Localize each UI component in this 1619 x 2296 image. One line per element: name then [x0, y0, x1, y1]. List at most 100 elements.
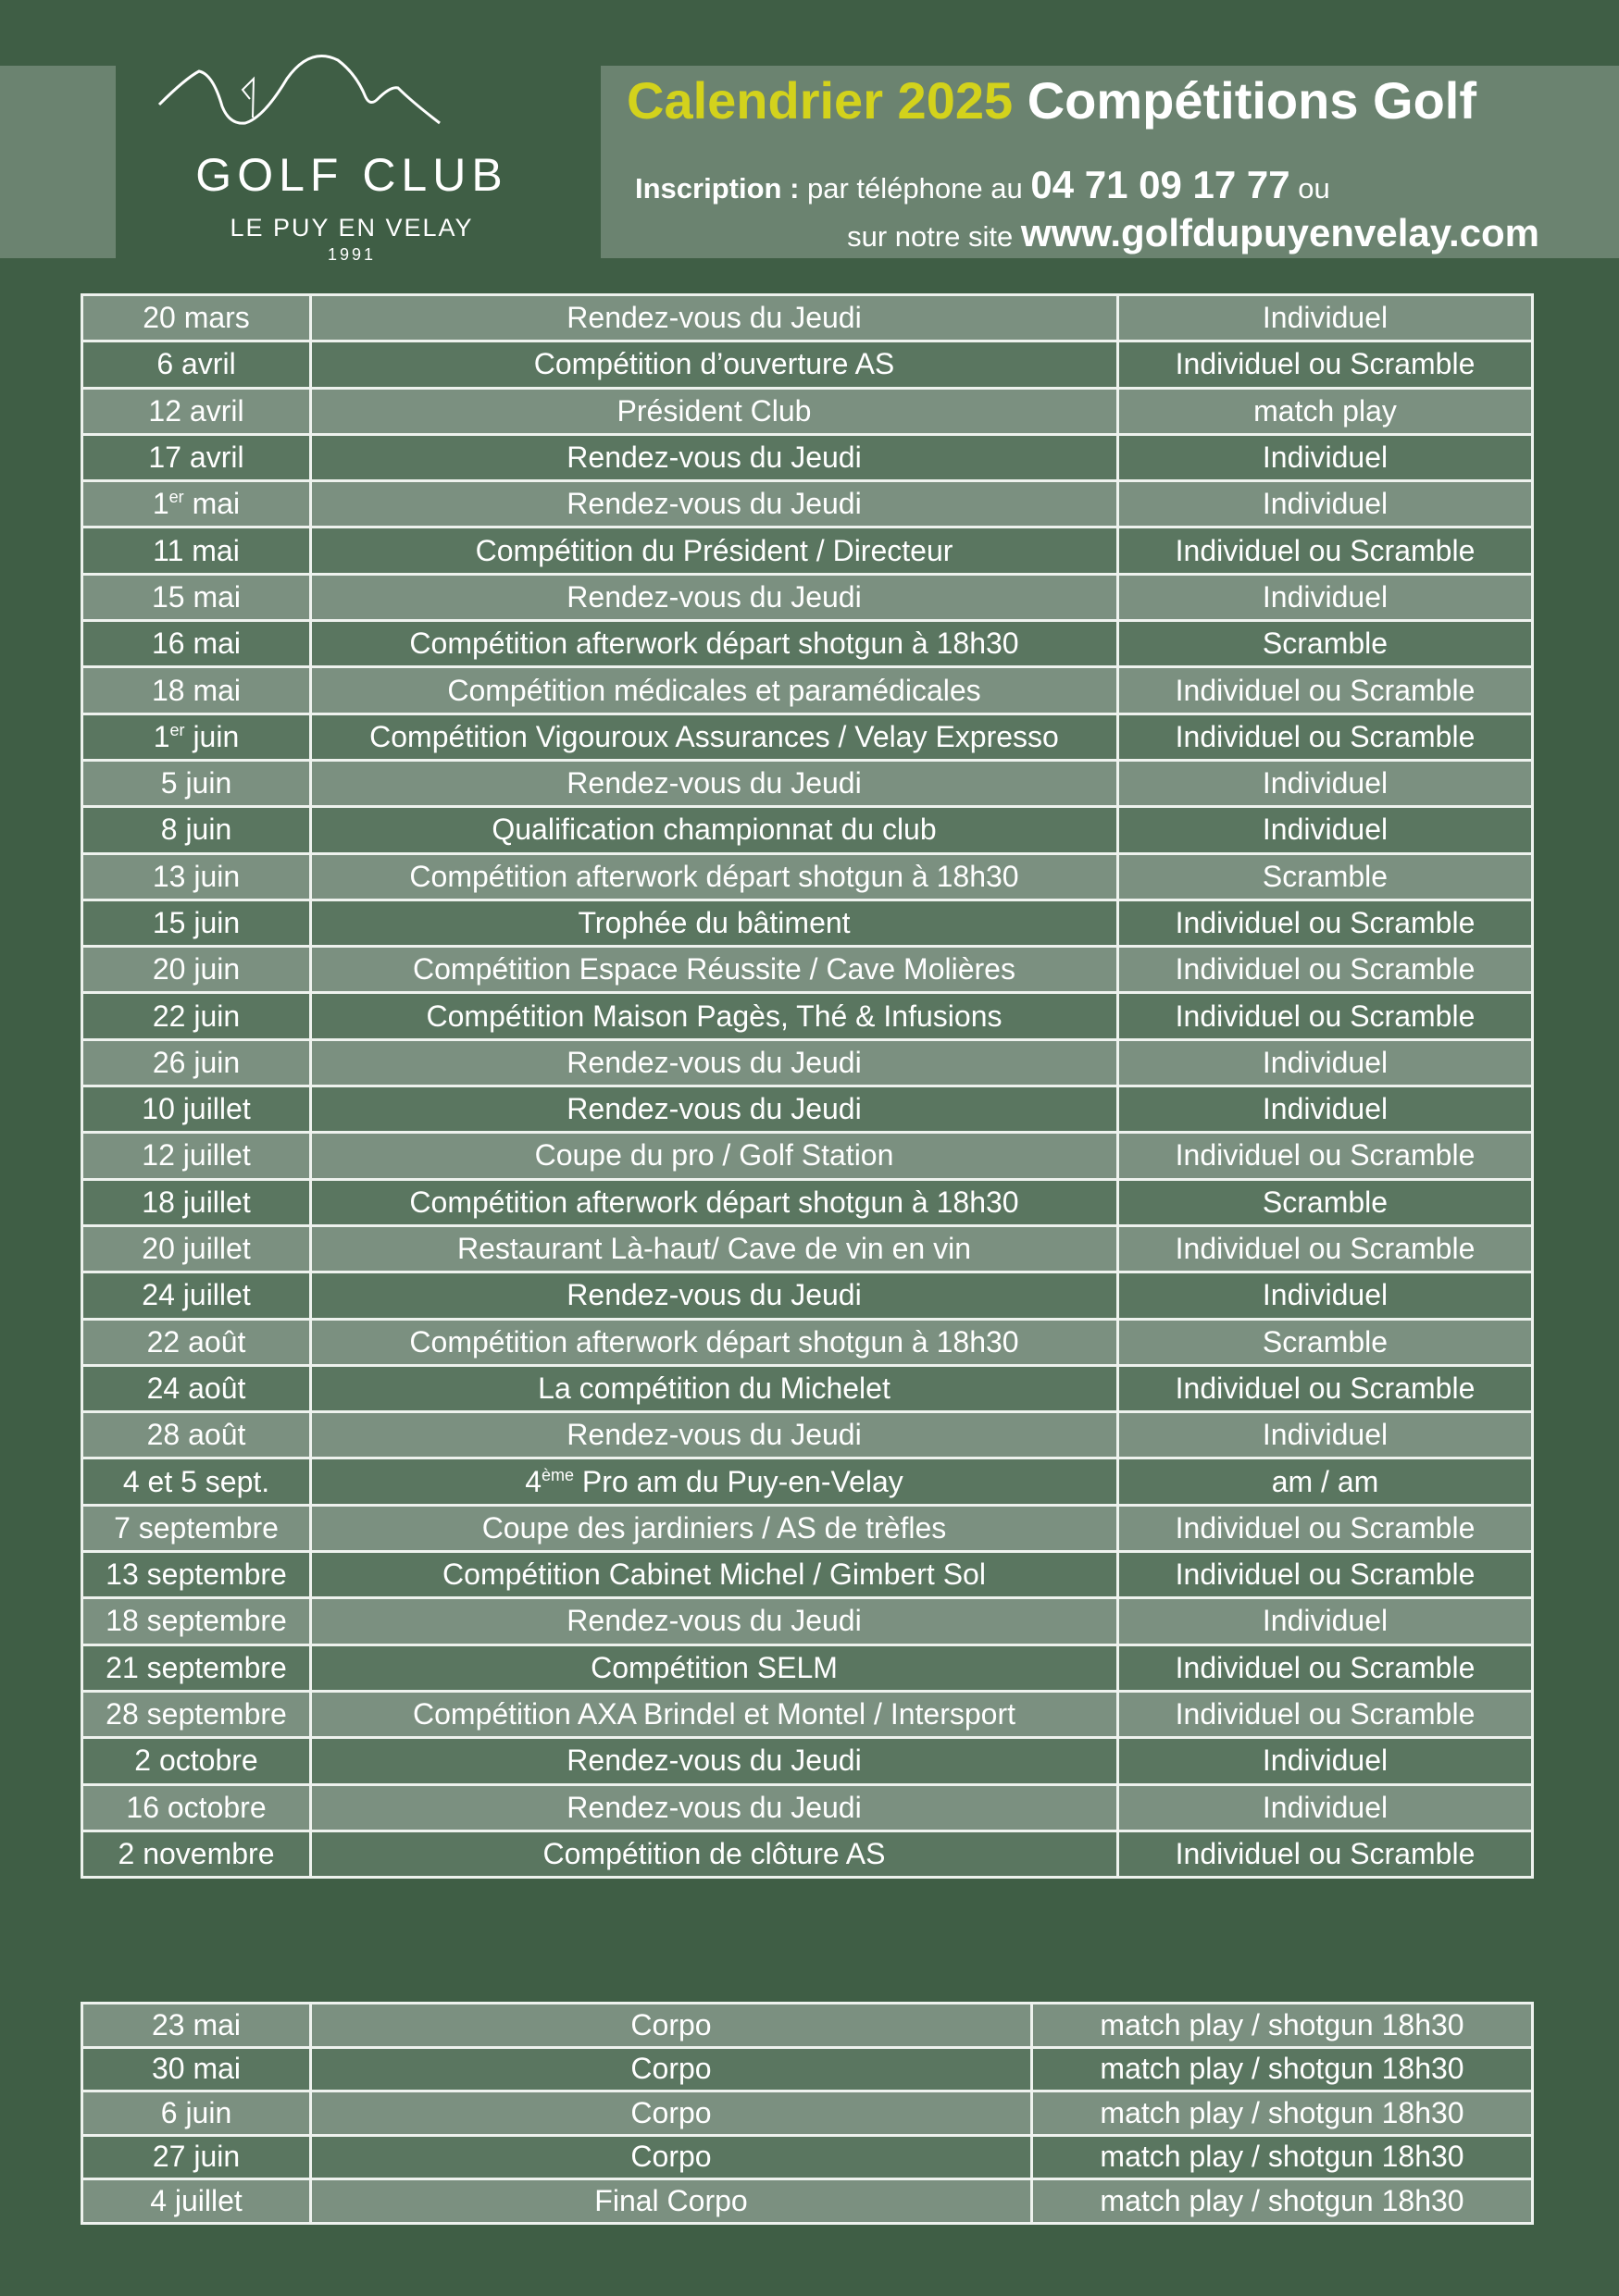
event-cell-number: 4	[525, 1464, 542, 1498]
event-cell: Compétition afterwork départ shotgun à 1…	[309, 1177, 1119, 1227]
format-cell: match play	[1116, 386, 1534, 436]
event-cell-text: Compétition Maison Pagès, Thé & Infusion…	[426, 999, 1003, 1033]
format-cell: Individuel	[1116, 1085, 1534, 1135]
event-cell: Rendez-vous du Jeudi	[309, 1596, 1119, 1646]
format-cell: Scramble	[1116, 619, 1534, 669]
date-cell: 30 mai	[81, 2045, 312, 2092]
format-cell-text: match play / shotgun 18h30	[1100, 2007, 1464, 2042]
event-cell: Compétition Maison Pagès, Thé & Infusion…	[309, 991, 1119, 1041]
table-row: 15 mai Rendez-vous du Jeudi Individuel	[81, 572, 1534, 623]
date-cell-text: 20 juin	[152, 952, 241, 987]
event-cell: Rendez-vous du Jeudi	[309, 758, 1119, 809]
event-cell-text: La compétition du Michelet	[538, 1371, 890, 1405]
date-cell-text: 20 mars	[143, 301, 250, 335]
phone-suffix: ou	[1298, 172, 1330, 205]
phone-prefix: par téléphone au	[807, 172, 1023, 205]
format-cell-text: match play / shotgun 18h30	[1100, 2140, 1464, 2174]
date-cell-text: mai	[183, 487, 241, 521]
event-cell-text: Coupe des jardiniers / AS de trèfles	[481, 1510, 947, 1545]
event-cell: Compétition Cabinet Michel / Gimbert Sol	[309, 1550, 1119, 1600]
format-cell: Individuel ou Scramble	[1116, 1223, 1534, 1274]
event-cell: Corpo	[309, 2090, 1033, 2137]
format-cell: Individuel ou Scramble	[1116, 945, 1534, 995]
date-cell-text: 18 juillet	[142, 1185, 251, 1219]
format-cell: Individuel	[1116, 572, 1534, 623]
event-cell-text: Compétition afterwork départ shotgun à 1…	[409, 1324, 1019, 1359]
event-cell-text: Compétition afterwork départ shotgun à 1…	[409, 627, 1019, 661]
format-cell: Individuel	[1116, 1271, 1534, 1321]
date-cell: 6 juin	[81, 2090, 312, 2137]
event-cell: Compétition d’ouverture AS	[309, 340, 1119, 390]
format-cell-text: Individuel ou Scramble	[1175, 347, 1476, 381]
table-row: 8 juin Qualification championnat du club I…	[81, 805, 1534, 855]
event-cell-text: Compétition de clôture AS	[542, 1836, 886, 1870]
table-row: 17 avril Rendez-vous du Jeudi Individuel	[81, 432, 1534, 483]
date-cell-text: 21 septembre	[106, 1650, 287, 1684]
date-cell-text: 4 et 5 sept.	[122, 1464, 270, 1498]
date-cell-text: 15 juin	[152, 906, 241, 939]
format-cell-text: Individuel ou Scramble	[1175, 533, 1476, 567]
inscription-line: Inscription : par téléphone au 04 71 09 …	[635, 163, 1330, 207]
format-cell-text: Individuel ou Scramble	[1175, 1232, 1476, 1266]
website-link[interactable]: www.golfdupuyenvelay.com	[1020, 211, 1539, 254]
format-cell-text: Individuel	[1262, 301, 1389, 335]
table-row: 24 juillet Rendez-vous du Jeudi Individuel	[81, 1271, 1534, 1321]
format-cell-text: Scramble	[1262, 859, 1389, 893]
inscription-label: Inscription :	[635, 172, 800, 205]
date-cell-text: 13 juin	[152, 859, 241, 893]
format-cell: Individuel ou Scramble	[1116, 1131, 1534, 1181]
date-cell-text: 12 avril	[148, 393, 244, 428]
event-cell-text: Final Corpo	[594, 2183, 748, 2217]
table-row: 10 juillet Rendez-vous du Jeudi Individuel	[81, 1085, 1534, 1135]
date-cell: 2 novembre	[81, 1829, 312, 1880]
event-cell: Rendez-vous du Jeudi	[309, 292, 1119, 343]
date-cell: 5 juin	[81, 758, 312, 809]
event-cell: 4ème Pro am du Puy-en-Velay	[309, 1457, 1119, 1507]
date-cell-text: 5 juin	[160, 766, 232, 800]
table-row: 27 juin Corpo match play / shotgun 18h30	[81, 2133, 1534, 2180]
table-row: 20 juillet Restaurant Là-haut/ Cave de vi…	[81, 1223, 1534, 1274]
format-cell-text: Individuel	[1262, 441, 1389, 475]
event-cell-text: Compétition SELM	[591, 1650, 838, 1684]
phone-number[interactable]: 04 71 09 17 77	[1030, 163, 1290, 206]
event-cell: Coupe des jardiniers / AS de trèfles	[309, 1503, 1119, 1554]
event-cell-text: Président Club	[616, 393, 812, 428]
format-cell: Individuel ou Scramble	[1116, 665, 1534, 715]
format-cell-text: am / am	[1271, 1464, 1379, 1498]
date-cell-text: 22 juin	[152, 999, 241, 1033]
date-cell-text: 16 mai	[151, 627, 242, 661]
event-cell: Compétition de clôture AS	[309, 1829, 1119, 1880]
event-cell-text: Rendez-vous du Jeudi	[567, 1092, 862, 1126]
mountain-flag-icon	[157, 55, 441, 125]
format-cell: Scramble	[1116, 851, 1534, 901]
table-row: 12 avril Président Club match play	[81, 386, 1534, 436]
date-cell: 1er juin	[81, 712, 312, 762]
date-cell-text: 7 septembre	[114, 1510, 279, 1545]
event-cell-text: Rendez-vous du Jeudi	[567, 441, 862, 475]
header-left-panel	[0, 66, 116, 258]
date-cell: 28 août	[81, 1410, 312, 1460]
date-cell: 16 octobre	[81, 1782, 312, 1832]
event-cell-text: Compétition d’ouverture AS	[533, 347, 895, 381]
date-cell: 15 mai	[81, 572, 312, 623]
event-cell: Corpo	[309, 2133, 1033, 2180]
logo-city: LE PUY EN VELAY	[230, 214, 474, 242]
date-cell-text: 20 juillet	[142, 1232, 251, 1266]
format-cell-text: Individuel ou Scramble	[1175, 1510, 1476, 1545]
date-cell-text: 18 septembre	[106, 1604, 287, 1638]
format-cell: Individuel ou Scramble	[1116, 1689, 1534, 1740]
format-cell: match play / shotgun 18h30	[1030, 2090, 1534, 2137]
format-cell: Individuel ou Scramble	[1116, 340, 1534, 390]
date-cell: 18 mai	[81, 665, 312, 715]
date-cell-text: 13 septembre	[106, 1558, 287, 1592]
title-rest: Compétitions Golf	[1027, 71, 1476, 130]
date-cell: 28 septembre	[81, 1689, 312, 1740]
date-cell-text: 11 mai	[153, 533, 240, 567]
table-row: 2 novembre Compétition de clôture AS Indiv…	[81, 1829, 1534, 1880]
event-cell-text: Rendez-vous du Jeudi	[567, 579, 862, 614]
table-row: 12 juillet Coupe du pro / Golf Station Ind…	[81, 1131, 1534, 1181]
event-cell-text: Rendez-vous du Jeudi	[567, 1418, 862, 1452]
date-cell-text: 28 août	[146, 1418, 246, 1452]
date-cell: 15 juin	[81, 898, 312, 949]
date-cell-text: 30 mai	[151, 2052, 242, 2086]
